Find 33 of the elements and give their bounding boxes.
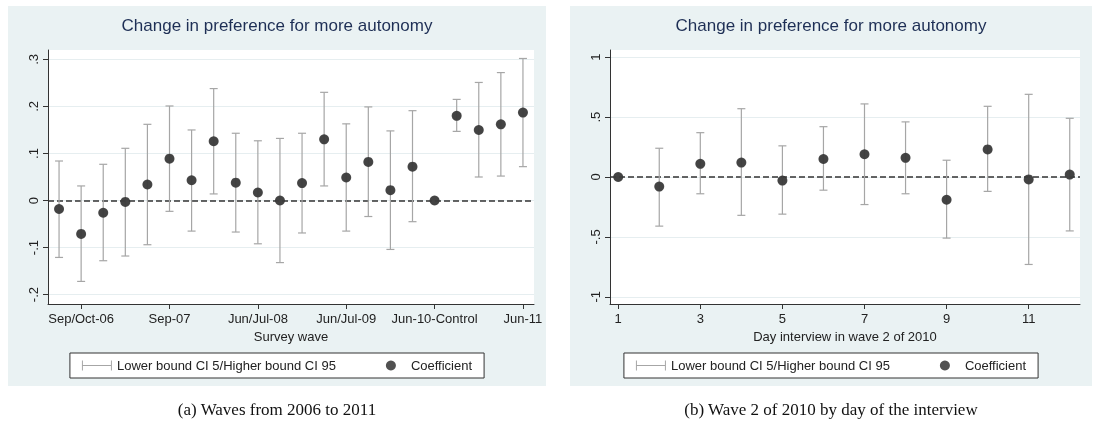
x-tick-label: Jun/Jul-08	[227, 311, 288, 326]
y-tick-label: .5	[588, 111, 603, 123]
x-tick-label: Jun-11	[503, 311, 543, 326]
x-tick-label: Jun-10-Control	[391, 311, 478, 326]
y-tick-label: -.1	[26, 239, 41, 256]
x-tick-label: 9	[942, 311, 951, 326]
y-tick-label: .2	[26, 101, 41, 112]
x-tick-label: 11	[1021, 311, 1036, 326]
y-tick-label: 0	[588, 173, 603, 181]
y-tick-label: 1	[588, 53, 603, 61]
chart-title: Change in preference for more autonomy	[675, 16, 987, 35]
y-tick-label: .1	[26, 148, 41, 159]
x-tick-label: 1	[614, 311, 622, 326]
y-tick-label: -.5	[588, 229, 603, 245]
y-tick-label: -.2	[26, 287, 41, 303]
y-tick-label: -1	[588, 291, 603, 303]
y-tick-label: 0	[26, 196, 41, 205]
x-tick-label: Sep/Oct-06	[48, 311, 115, 326]
legend-label: Lower bound CI 5/Higher bound CI 95	[116, 358, 336, 373]
x-tick-label: Jun/Jul-09	[316, 311, 377, 326]
chart-title: Change in preference for more autonomy	[121, 16, 433, 35]
legend-label: Coefficient	[964, 358, 1027, 373]
x-tick-label: 7	[860, 311, 869, 326]
x-axis-title: Day interview in wave 2 of 2010	[753, 328, 937, 344]
y-tick-label: .3	[26, 53, 41, 65]
x-axis-title: Survey wave	[253, 328, 329, 344]
legend-label: Lower bound CI 5/Higher bound CI 95	[670, 358, 890, 373]
x-tick-label: 3	[696, 311, 704, 326]
text: (a) Waves from 2006 to 2011	[176, 400, 378, 420]
x-tick-label: 5	[778, 311, 787, 326]
text: (b) Wave 2 of 2010 by day of the interview	[683, 400, 979, 420]
legend-label: Coefficient	[410, 358, 473, 373]
x-tick-label: Sep-07	[148, 311, 191, 326]
